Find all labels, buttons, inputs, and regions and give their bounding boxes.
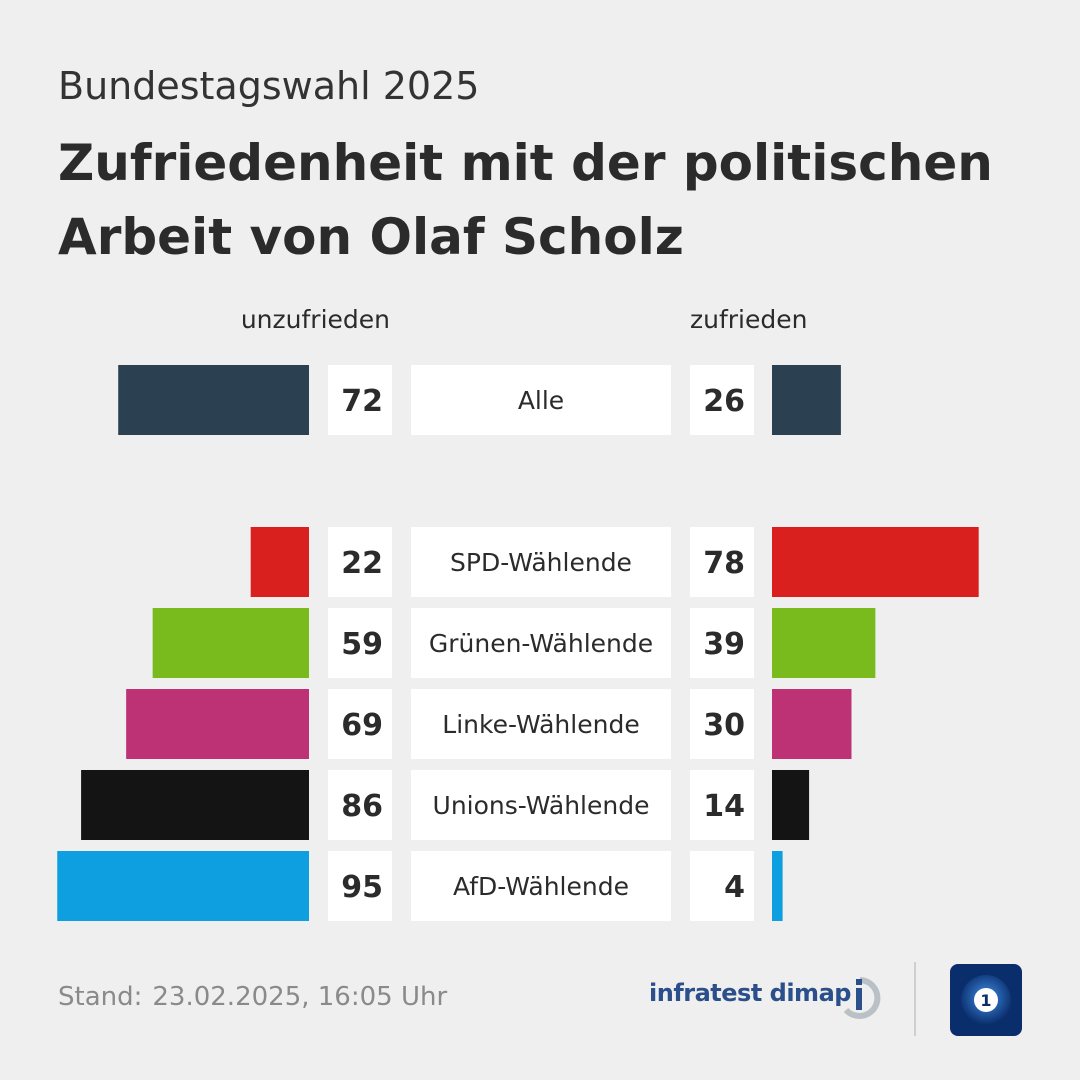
category-label: Linke-Wählende xyxy=(442,710,639,739)
value-box-zufrieden xyxy=(690,770,754,840)
value-label-zufrieden: 78 xyxy=(703,546,745,581)
value-box-unzufrieden xyxy=(328,527,392,597)
category-box xyxy=(411,689,671,759)
value-label-unzufrieden: 95 xyxy=(341,870,383,905)
svg-text:1: 1 xyxy=(980,991,991,1010)
infratest-dimap-logo-icon xyxy=(843,977,881,1019)
bar-zufrieden xyxy=(772,527,979,597)
bar-zufrieden xyxy=(772,851,783,921)
value-box-unzufrieden xyxy=(328,851,392,921)
value-label-zufrieden: 26 xyxy=(703,384,745,419)
category-label: Alle xyxy=(518,386,564,415)
bar-unzufrieden xyxy=(126,689,310,759)
value-label-unzufrieden: 86 xyxy=(341,789,383,824)
category-label: SPD-Wählende xyxy=(450,548,632,577)
value-box-zufrieden xyxy=(690,608,754,678)
value-label-unzufrieden: 59 xyxy=(341,627,383,662)
value-label-unzufrieden: 22 xyxy=(341,546,383,581)
category-box xyxy=(411,527,671,597)
bar-unzufrieden xyxy=(57,851,309,921)
category-label: AfD-Wählende xyxy=(453,872,629,901)
footer-stand: Stand: 23.02.2025, 16:05 Uhr xyxy=(58,982,447,1012)
category-box xyxy=(411,365,671,435)
category-box xyxy=(411,608,671,678)
bar-zufrieden xyxy=(772,608,876,678)
tagesschau-logo-icon: 1 xyxy=(950,964,1022,1036)
value-box-unzufrieden xyxy=(328,608,392,678)
category-label: Grünen-Wählende xyxy=(429,629,653,658)
value-box-zufrieden xyxy=(690,527,754,597)
value-label-zufrieden: 14 xyxy=(703,789,745,824)
bar-zufrieden xyxy=(772,365,841,435)
bar-unzufrieden xyxy=(152,608,309,678)
footer-divider xyxy=(914,962,916,1036)
chart-kicker: Bundestagswahl 2025 xyxy=(58,64,480,108)
value-label-zufrieden: 4 xyxy=(724,870,745,905)
right-column-label: zufrieden xyxy=(690,305,808,334)
value-label-zufrieden: 39 xyxy=(703,627,745,662)
chart-title: Zufriedenheit mit der politischen Arbeit… xyxy=(58,134,993,266)
value-box-unzufrieden xyxy=(328,365,392,435)
left-column-label: unzufrieden xyxy=(240,305,390,334)
source-name: infratest dimap xyxy=(649,979,851,1007)
value-box-unzufrieden xyxy=(328,770,392,840)
stand-date: 23.02.2025, 16:05 Uhr xyxy=(152,982,448,1012)
bar-unzufrieden xyxy=(250,527,309,597)
value-box-zufrieden xyxy=(690,689,754,759)
value-label-unzufrieden: 72 xyxy=(341,384,383,419)
category-box xyxy=(411,770,671,840)
bar-zufrieden xyxy=(772,770,810,840)
value-box-unzufrieden xyxy=(328,689,392,759)
bar-unzufrieden xyxy=(118,365,309,435)
bar-zufrieden xyxy=(772,689,852,759)
value-box-zufrieden xyxy=(690,851,754,921)
value-label-unzufrieden: 69 xyxy=(341,708,383,743)
bar-unzufrieden xyxy=(81,770,309,840)
stand-label: Stand: xyxy=(58,982,143,1012)
value-label-zufrieden: 30 xyxy=(703,708,745,743)
value-box-zufrieden xyxy=(690,365,754,435)
category-label: Unions-Wählende xyxy=(433,791,650,820)
category-box xyxy=(411,851,671,921)
